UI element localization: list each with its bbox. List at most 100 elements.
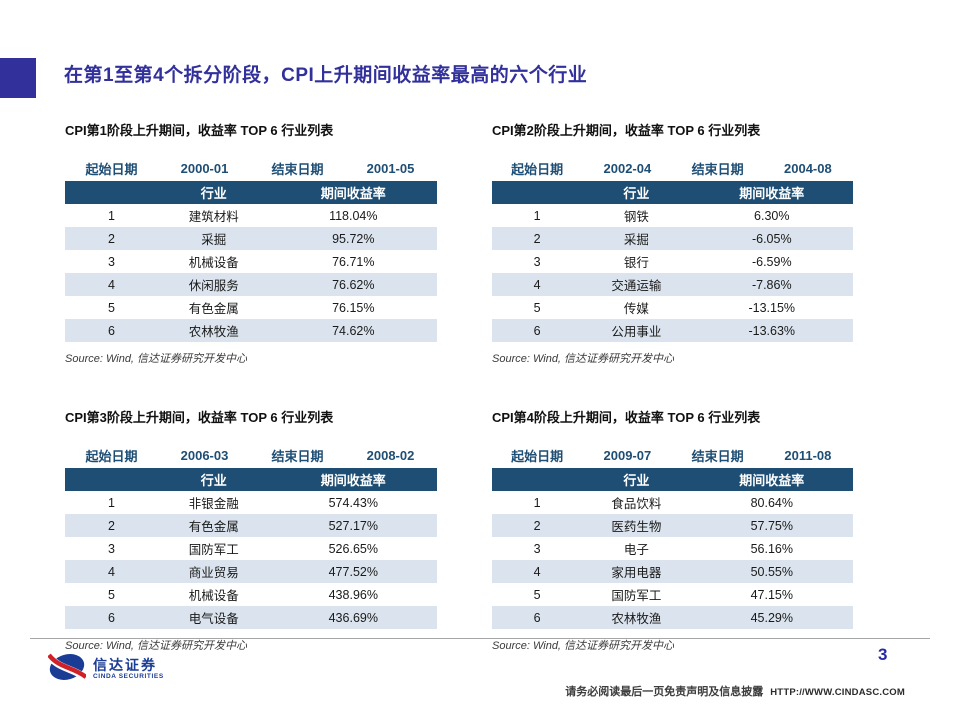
return-cell: 56.16% (750, 541, 793, 556)
rank-cell: 1 (533, 495, 541, 510)
industry-cell: 家用电器 (611, 566, 662, 580)
return-cell: -7.86% (751, 277, 792, 292)
table-header-row: 行业 期间收益率 (492, 181, 853, 204)
rank-cell: 6 (533, 323, 541, 338)
return-cell: 118.04% (329, 208, 378, 223)
rank-cell: 1 (108, 208, 115, 223)
return-cell: 80.64% (750, 495, 793, 510)
table-row: 5 传媒 -13.15% (492, 296, 853, 319)
cinda-securities-logo: 信达证券 CINDA SECURITIES (46, 650, 164, 689)
industry-cell: 交通运输 (611, 279, 662, 293)
rank-cell: 4 (108, 277, 115, 292)
table-header-row: 行业 期间收益率 (65, 181, 437, 204)
industry-cell: 机械设备 (188, 256, 239, 270)
industry-cell: 传媒 (623, 302, 649, 316)
table-row: 6 农林牧渔 45.29% (492, 606, 853, 629)
return-cell: -13.15% (748, 300, 796, 315)
industry-cell: 医药生物 (611, 520, 662, 534)
return-cell: -6.05% (751, 231, 792, 246)
source-note: Source: Wind, 信达证券研究开发中心 (492, 640, 675, 652)
table-row: 4 休闲服务 76.62% (65, 273, 437, 296)
rank-cell: 2 (533, 231, 541, 246)
rank-cell: 3 (108, 254, 115, 269)
date-row: 起始日期 2009-07 结束日期 2011-08 (492, 442, 853, 468)
table-row: 6 公用事业 -13.63% (492, 319, 853, 342)
footer-divider (30, 638, 930, 639)
cinda-swoosh-icon (46, 650, 89, 689)
table-row: 6 农林牧渔 74.62% (65, 319, 437, 342)
rank-cell: 6 (108, 323, 115, 338)
footer-disclaimer: 请务必阅读最后一页免责声明及信息披露 HTTP://WWW.CINDASC.COM (565, 683, 905, 699)
industry-cell: 农林牧渔 (188, 325, 239, 339)
start-date-label: 起始日期 (85, 161, 138, 177)
rank-cell: 2 (533, 518, 541, 533)
table-row: 5 国防军工 47.15% (492, 583, 853, 606)
table-row: 1 非银金融 574.43% (65, 491, 437, 514)
table-title: CPI第2阶段上升期间，收益率 TOP 6 行业列表 (492, 123, 761, 138)
end-date-value: 2001-05 (366, 160, 415, 176)
industry-cell: 银行 (623, 256, 649, 270)
table-row: 2 有色金属 527.17% (65, 514, 437, 537)
end-date-label: 结束日期 (271, 161, 324, 177)
industry-cell: 休闲服务 (188, 279, 239, 293)
start-date-value: 2000-01 (180, 160, 229, 176)
industry-cell: 建筑材料 (188, 210, 239, 224)
table-row: 3 机械设备 76.71% (65, 250, 437, 273)
date-row: 起始日期 2002-04 结束日期 2004-08 (492, 155, 853, 181)
return-cell: 45.29% (750, 610, 793, 625)
end-date-label: 结束日期 (691, 161, 744, 177)
industry-cell: 有色金属 (188, 520, 239, 534)
industry-cell: 公用事业 (611, 325, 662, 339)
industry-cell: 电子 (623, 543, 649, 557)
return-column-header: 期间收益率 (269, 181, 437, 204)
table-row: 1 钢铁 6.30% (492, 204, 853, 227)
cpi-stage-1-block: CPI第1阶段上升期间，收益率 TOP 6 行业列表 起始日期 2000-01 … (65, 120, 437, 366)
rank-cell: 5 (108, 300, 115, 315)
start-date-value: 2002-04 (603, 160, 652, 176)
rank-column-header (492, 468, 583, 491)
cpi-stage-4-block: CPI第4阶段上升期间，收益率 TOP 6 行业列表 起始日期 2009-07 … (492, 407, 853, 653)
rank-cell: 5 (108, 587, 115, 602)
rank-table: 行业 期间收益率 1 非银金融 574.43% 2 有色金属 527.17% 3 国防军工… (65, 468, 437, 629)
return-cell: 57.75% (750, 518, 793, 533)
date-row: 起始日期 2000-01 结束日期 2001-05 (65, 155, 437, 181)
industry-column-header: 行业 (158, 181, 270, 204)
website-url: HTTP://WWW.CINDASC.COM (770, 687, 905, 698)
industry-cell: 钢铁 (623, 210, 649, 224)
date-row: 起始日期 2006-03 结束日期 2008-02 (65, 442, 437, 468)
industry-cell: 农林牧渔 (611, 612, 662, 626)
table-title: CPI第4阶段上升期间，收益率 TOP 6 行业列表 (492, 410, 761, 425)
rank-table: 行业 期间收益率 1 食品饮料 80.64% 2 医药生物 57.75% 3 电子 56.1… (492, 468, 853, 629)
return-column-header: 期间收益率 (269, 468, 437, 491)
return-cell: 477.52% (328, 564, 378, 579)
industry-cell: 机械设备 (188, 589, 239, 603)
rank-table: 行业 期间收益率 1 建筑材料 118.04% 2 采掘 95.72% 3 机械设备 76.… (65, 181, 437, 342)
end-date-value: 2008-02 (366, 447, 415, 463)
return-cell: 526.65% (328, 541, 378, 556)
industry-cell: 国防军工 (188, 543, 239, 557)
return-cell: 527.17% (328, 518, 378, 533)
return-cell: 50.55% (750, 564, 793, 579)
rank-cell: 1 (533, 208, 541, 223)
table-row: 3 电子 56.16% (492, 537, 853, 560)
source-note: Source: Wind, 信达证券研究开发中心 (492, 353, 675, 365)
rank-column-header (492, 181, 583, 204)
table-row: 1 食品饮料 80.64% (492, 491, 853, 514)
table-title: CPI第3阶段上升期间，收益率 TOP 6 行业列表 (65, 410, 334, 425)
table-row: 2 医药生物 57.75% (492, 514, 853, 537)
rank-table: 行业 期间收益率 1 钢铁 6.30% 2 采掘 -6.05% 3 银行 -6.59% 4 交… (492, 181, 853, 342)
return-cell: 6.30% (754, 208, 790, 223)
return-cell: 47.15% (750, 587, 793, 602)
table-row: 4 家用电器 50.55% (492, 560, 853, 583)
rank-column-header (65, 468, 158, 491)
start-date-label: 起始日期 (511, 161, 564, 177)
return-cell: 95.72% (332, 231, 375, 246)
table-row: 4 商业贸易 477.52% (65, 560, 437, 583)
rank-cell: 3 (533, 541, 541, 556)
logo-cn-text: 信达证券 (93, 657, 157, 674)
industry-cell: 采掘 (201, 233, 227, 247)
table-row: 4 交通运输 -7.86% (492, 273, 853, 296)
table-row: 6 电气设备 436.69% (65, 606, 437, 629)
table-row: 3 国防军工 526.65% (65, 537, 437, 560)
rank-column-header (65, 181, 158, 204)
